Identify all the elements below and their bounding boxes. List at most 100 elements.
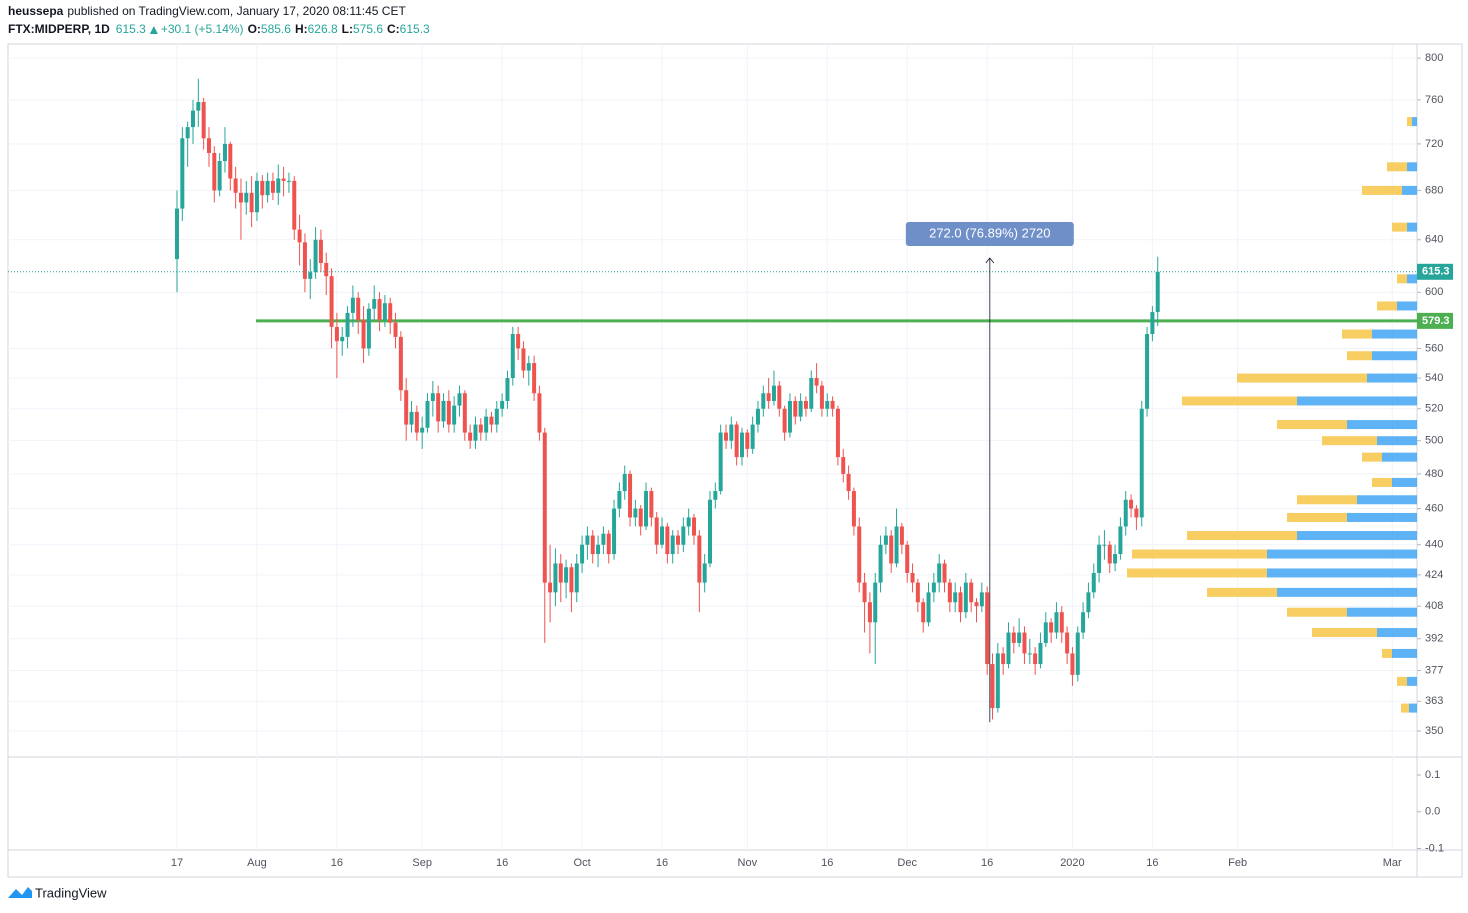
y-tick-label: 600 bbox=[1425, 286, 1443, 298]
candle-body bbox=[409, 411, 414, 425]
x-tick-label: 16 bbox=[981, 857, 993, 869]
candle-body bbox=[921, 602, 926, 623]
candle-body bbox=[910, 572, 915, 583]
profile-down bbox=[1342, 329, 1372, 339]
x-tick-label: 16 bbox=[656, 857, 668, 869]
candle-body bbox=[526, 363, 531, 371]
candle-body bbox=[1075, 632, 1080, 675]
candle-body bbox=[1070, 653, 1075, 675]
candle-body bbox=[851, 491, 856, 527]
profile-up bbox=[1277, 587, 1417, 597]
ohlc-value: 626.8 bbox=[308, 22, 338, 36]
candle-body bbox=[414, 411, 419, 433]
candle-body bbox=[905, 544, 910, 573]
ohlc-label: C: bbox=[387, 22, 400, 36]
hline-box bbox=[1417, 312, 1453, 329]
x-tick-label: Aug bbox=[247, 857, 267, 869]
candle-body bbox=[761, 393, 766, 409]
candle-body bbox=[777, 385, 782, 409]
candle-body bbox=[622, 473, 627, 492]
candle-body bbox=[175, 208, 179, 260]
candle-body bbox=[782, 408, 787, 433]
change: +30.1 (+5.14%) bbox=[161, 22, 244, 36]
candle-body bbox=[729, 424, 734, 441]
candle-body bbox=[313, 239, 318, 273]
candle-body bbox=[222, 143, 227, 162]
candle-body bbox=[185, 127, 190, 139]
candle-body bbox=[1139, 408, 1144, 518]
candle-body bbox=[233, 178, 238, 193]
candle-body bbox=[340, 336, 345, 342]
y-tick-label: 720 bbox=[1425, 138, 1443, 150]
y-tick-label: 680 bbox=[1425, 184, 1443, 196]
profile-down bbox=[1362, 185, 1402, 195]
candle-body bbox=[564, 567, 569, 583]
candle-body bbox=[457, 393, 462, 406]
candle-body bbox=[1027, 653, 1032, 655]
profile-up bbox=[1409, 703, 1417, 713]
candle-body bbox=[356, 297, 361, 320]
candle-body bbox=[1102, 544, 1107, 546]
candle-body bbox=[745, 432, 750, 449]
candle-body bbox=[286, 180, 291, 182]
candle-body bbox=[510, 334, 515, 379]
candle-body bbox=[628, 473, 633, 518]
candle-body bbox=[420, 427, 425, 433]
ohlc-value: 575.6 bbox=[353, 22, 383, 36]
x-tick-label: 16 bbox=[496, 857, 508, 869]
candle-body bbox=[889, 535, 894, 564]
candle-body bbox=[1118, 526, 1123, 555]
candle-body bbox=[318, 239, 323, 263]
candle-body bbox=[196, 102, 201, 111]
candle-body bbox=[212, 152, 217, 191]
candle-body bbox=[569, 567, 574, 593]
profile-down bbox=[1297, 495, 1357, 505]
last-price-box bbox=[1417, 263, 1453, 280]
change-arrow bbox=[149, 26, 158, 34]
candle-body bbox=[755, 408, 760, 425]
tradingview-logo[interactable] bbox=[8, 887, 32, 898]
profile-down bbox=[1207, 587, 1277, 597]
ohlc-label: O: bbox=[248, 22, 261, 36]
candle-body bbox=[452, 405, 457, 425]
candle-body bbox=[947, 582, 952, 603]
candle-body bbox=[1134, 508, 1139, 518]
candle-body bbox=[532, 363, 537, 394]
candle-body bbox=[516, 334, 521, 349]
candle-body bbox=[244, 192, 249, 203]
candle-body bbox=[686, 517, 691, 527]
candle-body bbox=[404, 390, 409, 425]
candle-body bbox=[585, 535, 590, 545]
candle-body bbox=[958, 592, 963, 613]
candle-body bbox=[228, 143, 233, 179]
osc-tick-label: 0.0 bbox=[1425, 806, 1440, 818]
candle-body bbox=[1097, 544, 1102, 573]
ohlc-value: 615.3 bbox=[400, 22, 430, 36]
candle-body bbox=[644, 491, 649, 527]
candle-body bbox=[926, 592, 931, 623]
candle-body bbox=[692, 517, 697, 536]
x-tick-label: Nov bbox=[738, 857, 758, 869]
measure-arrow bbox=[985, 257, 995, 264]
x-tick-label: Oct bbox=[574, 857, 591, 869]
candle-body bbox=[1017, 632, 1022, 643]
candle-body bbox=[425, 400, 430, 428]
candle-body bbox=[963, 582, 968, 613]
y-tick-label: 377 bbox=[1425, 664, 1443, 676]
candle-body bbox=[846, 473, 851, 492]
profile-up bbox=[1377, 436, 1417, 446]
x-tick-label: 16 bbox=[331, 857, 343, 869]
candle-body bbox=[548, 582, 553, 593]
candle-body bbox=[462, 393, 467, 433]
candle-body bbox=[329, 276, 334, 327]
profile-up bbox=[1407, 274, 1417, 284]
candle-body bbox=[697, 535, 702, 583]
candle-body bbox=[734, 424, 739, 458]
osc-tick-label: 0.1 bbox=[1425, 769, 1440, 781]
candle-body bbox=[377, 299, 382, 320]
candle-body bbox=[1107, 544, 1112, 564]
candle-body bbox=[798, 400, 803, 417]
profile-down bbox=[1382, 648, 1392, 658]
logo-icon bbox=[8, 887, 32, 898]
hline-label: 579.3 bbox=[1422, 315, 1450, 327]
